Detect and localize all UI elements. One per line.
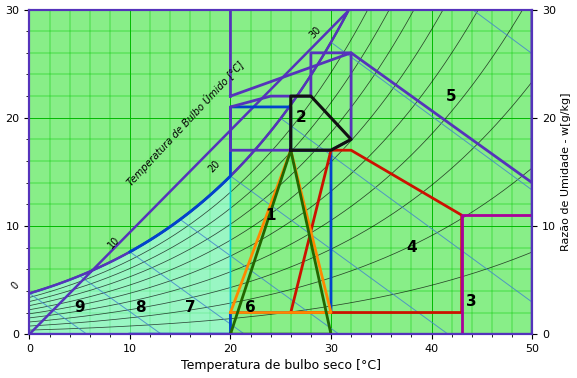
Y-axis label: Razão de Umidade - w[g/kg]: Razão de Umidade - w[g/kg] <box>561 93 571 251</box>
Text: 30: 30 <box>308 25 323 40</box>
Text: 10: 10 <box>106 234 122 250</box>
Text: 20: 20 <box>207 158 222 174</box>
Text: 3: 3 <box>466 294 477 309</box>
Text: 8: 8 <box>134 300 145 314</box>
X-axis label: Temperatura de bulbo seco [°C]: Temperatura de bulbo seco [°C] <box>181 359 381 372</box>
Text: 5: 5 <box>446 88 457 104</box>
Text: 0: 0 <box>10 280 21 292</box>
Polygon shape <box>29 176 230 334</box>
Text: 7: 7 <box>185 300 196 314</box>
Text: 6: 6 <box>245 300 256 314</box>
Text: Temperatura de Bulbo Úmido [°C]: Temperatura de Bulbo Úmido [°C] <box>124 59 246 188</box>
Text: 4: 4 <box>406 240 417 255</box>
Text: 9: 9 <box>74 300 85 314</box>
Text: 2: 2 <box>295 110 306 125</box>
Text: 1: 1 <box>265 208 276 223</box>
